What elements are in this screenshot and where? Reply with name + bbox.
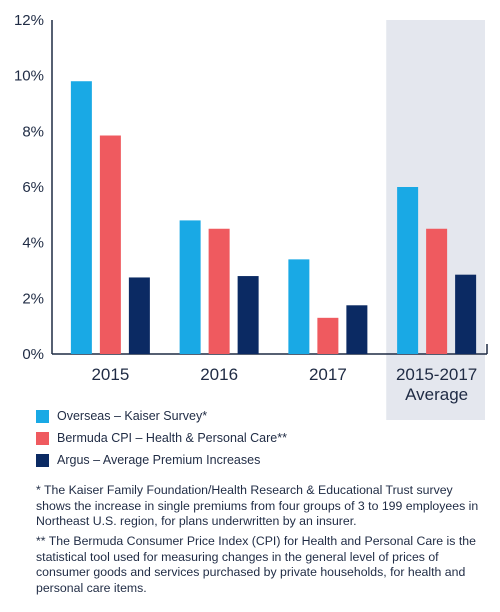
- legend-item-argus: Argus – Average Premium Increases: [36, 449, 476, 471]
- y-tick-label: 0%: [22, 346, 44, 363]
- legend-label-overseas: Overseas – Kaiser Survey*: [57, 409, 208, 423]
- bar: [208, 228, 230, 354]
- legend-item-bermuda-cpi: Bermuda CPI – Health & Personal Care**: [36, 427, 476, 449]
- bar: [128, 277, 150, 354]
- x-tick-label: Average: [405, 385, 468, 404]
- y-tick-label: 6%: [22, 179, 44, 196]
- y-tick-label: 4%: [22, 235, 44, 252]
- footnote-bermuda-cpi: ** The Bermuda Consumer Price Index (CPI…: [36, 534, 476, 595]
- legend-label-bermuda-cpi: Bermuda CPI – Health & Personal Care**: [57, 431, 287, 445]
- legend-item-overseas: Overseas – Kaiser Survey*: [36, 405, 476, 427]
- legend-swatch-argus: [36, 453, 49, 467]
- legend-label-argus: Argus – Average Premium Increases: [57, 453, 261, 467]
- bar: [179, 220, 201, 354]
- bar: [346, 305, 368, 354]
- bar: [237, 276, 259, 354]
- x-tick-label: 2016: [200, 365, 238, 384]
- x-tick-label: 2017: [309, 365, 347, 384]
- x-tick-label: 2015-2017: [396, 365, 477, 384]
- bar: [317, 317, 339, 354]
- y-tick-label: 2%: [22, 290, 44, 307]
- legend: Overseas – Kaiser Survey* Bermuda CPI – …: [36, 405, 476, 471]
- bar: [70, 81, 92, 354]
- x-tick-label: 2015: [91, 365, 129, 384]
- footnote-kaiser: * The Kaiser Family Foundation/Health Re…: [36, 483, 479, 528]
- legend-swatch-bermuda-cpi: [36, 431, 49, 445]
- y-tick-label: 10%: [14, 68, 44, 85]
- bar: [455, 274, 477, 354]
- bar: [99, 135, 121, 354]
- bar: [397, 187, 419, 354]
- y-tick-label: 8%: [22, 123, 44, 140]
- bar-chart: 0% 2% 4% 6% 8% 10% 12% 2015 2016 2017 2015-2017Ave…: [14, 12, 488, 420]
- legend-swatch-overseas: [36, 409, 49, 423]
- bar: [288, 259, 310, 354]
- bar: [426, 228, 448, 354]
- y-tick-label: 12%: [14, 12, 44, 29]
